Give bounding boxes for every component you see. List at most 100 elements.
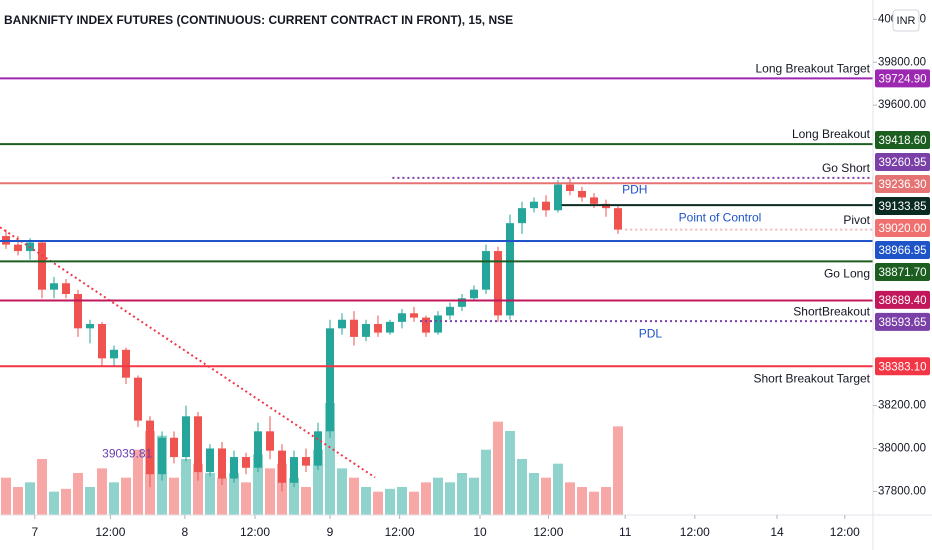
candle-body <box>206 448 214 473</box>
x-tick-label: 12:00 <box>680 525 710 539</box>
candle-body <box>350 319 358 337</box>
volume-bar <box>109 482 119 515</box>
volume-bar <box>193 463 203 515</box>
volume-bar <box>49 491 59 515</box>
x-tick-label: 12:00 <box>240 525 270 539</box>
candle-body <box>566 184 574 191</box>
candle-body <box>134 377 142 421</box>
candle-body <box>590 197 598 204</box>
price-badge-label: 39020.00 <box>879 223 927 235</box>
price-badge <box>875 131 930 150</box>
level-label: ShortBreakout <box>793 304 870 318</box>
x-tick-label: 10 <box>473 525 487 539</box>
annotation: 39039.81 <box>102 446 152 460</box>
volume-bar <box>205 473 215 515</box>
level-label: Go Short <box>822 161 871 175</box>
volume-bar <box>313 449 323 515</box>
candle-body <box>86 324 94 329</box>
volume-bar <box>265 468 275 515</box>
volume-bar <box>373 491 383 515</box>
volume-bar <box>97 468 107 515</box>
candle-body <box>398 313 406 322</box>
volume-bar <box>517 459 527 515</box>
candle-body <box>218 448 226 479</box>
price-badge-label: 38871.70 <box>879 267 927 279</box>
currency-label: INR <box>897 15 916 27</box>
candle-body <box>326 328 334 432</box>
candle-body <box>242 457 250 468</box>
volume-bar <box>589 491 599 515</box>
volume-bar <box>541 477 551 515</box>
volume-bar <box>493 421 503 515</box>
volume-bar <box>133 449 143 515</box>
candle-body <box>422 317 430 333</box>
candle-body <box>314 431 322 466</box>
axis-layer: 39724.90 39418.60 39260.95 39236.30 39133.85… <box>31 9 930 539</box>
price-badge <box>875 312 930 331</box>
volume-bar <box>85 487 95 515</box>
volume-layer <box>1 403 623 515</box>
price-badge <box>875 153 930 172</box>
volume-bar <box>433 477 443 515</box>
price-badge <box>875 357 930 376</box>
candle-body <box>530 201 538 209</box>
volume-bar <box>565 482 575 515</box>
volume-bar <box>529 473 539 515</box>
annotation: PDL <box>639 326 663 340</box>
volume-bar <box>349 477 359 515</box>
price-badge-label: 39418.60 <box>879 135 927 147</box>
candle-body <box>302 457 310 466</box>
volume-bar <box>37 459 47 515</box>
volume-bar <box>577 487 587 515</box>
candle-body <box>14 244 22 252</box>
candle-body <box>410 313 418 318</box>
x-tick-label: 12:00 <box>385 525 415 539</box>
candle-body <box>362 324 370 337</box>
x-tick-label: 14 <box>770 525 784 539</box>
price-badge <box>875 175 930 194</box>
x-tick-label: 12:00 <box>95 525 125 539</box>
volume-bar <box>469 477 479 515</box>
candle-body <box>170 437 178 458</box>
volume-bar <box>73 473 83 515</box>
volume-bar <box>241 482 251 515</box>
level-label: Go Long <box>824 267 870 281</box>
price-badge <box>875 69 930 88</box>
candle-body <box>74 293 82 329</box>
x-tick-label: 8 <box>181 525 188 539</box>
candle-body <box>470 289 478 299</box>
volume-bar <box>601 487 611 515</box>
y-tick-label: 38000.00 <box>878 443 926 455</box>
volume-bar <box>481 449 491 515</box>
candle-body <box>458 298 466 307</box>
volume-bar <box>397 487 407 515</box>
volume-bar <box>1 477 11 515</box>
candle-body <box>62 283 70 294</box>
candle-body <box>38 242 46 290</box>
chart-title: BANKNIFTY INDEX FUTURES (CONTINUOUS: CUR… <box>4 13 513 27</box>
volume-bar <box>289 477 299 515</box>
candle-body <box>158 437 166 475</box>
y-tick-label: 38200.00 <box>878 400 926 412</box>
volume-bar <box>409 491 419 515</box>
volume-bar <box>613 426 623 515</box>
candle-body <box>614 208 622 230</box>
volume-bar <box>361 487 371 515</box>
level-layer: Long Breakout Target Long Breakout Go Shor… <box>0 62 873 460</box>
trendline <box>0 226 376 479</box>
x-tick-label: 7 <box>31 525 38 539</box>
candle-body <box>254 431 262 468</box>
price-badge <box>875 219 930 238</box>
candle-body <box>578 190 586 198</box>
x-tick-label: 9 <box>327 525 334 539</box>
candle-body <box>518 208 526 224</box>
price-badge-label: 39236.30 <box>879 179 927 191</box>
volume-bar <box>553 463 563 515</box>
price-badge <box>875 197 930 216</box>
volume-bar <box>169 477 179 515</box>
candle-body <box>338 319 346 329</box>
price-badge-label: 38593.65 <box>879 317 927 329</box>
level-label: Short Breakout Target <box>753 371 870 385</box>
price-badge-label: 38966.95 <box>879 245 927 257</box>
